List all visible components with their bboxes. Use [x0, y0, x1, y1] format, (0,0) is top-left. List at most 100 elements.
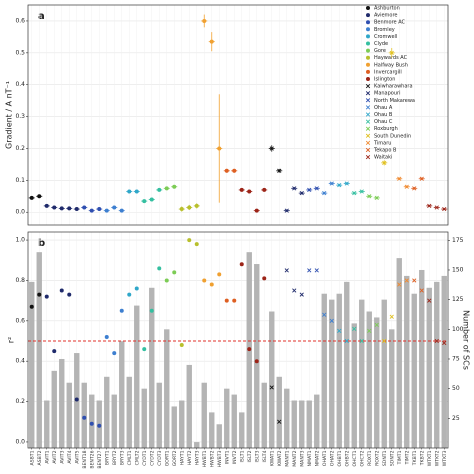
x-marker — [397, 176, 402, 181]
legend-label: South Dunedin — [374, 133, 411, 139]
x-tick-label: CYDT1 — [142, 450, 148, 465]
dot-marker — [134, 189, 139, 194]
dot-marker — [209, 39, 214, 44]
dot-marker — [232, 298, 237, 303]
x-tick-label: BRYT2 — [112, 450, 118, 465]
x-marker — [337, 328, 342, 334]
dot-marker — [44, 203, 49, 208]
legend-label: Manapouri — [374, 91, 400, 97]
dot-marker — [74, 397, 79, 402]
legend-label: Gore — [374, 48, 386, 54]
dot-marker — [112, 351, 117, 356]
legend-label: Halfway Bush — [374, 62, 408, 68]
x-marker — [419, 176, 424, 181]
dot-marker — [157, 266, 162, 271]
x-marker — [389, 314, 394, 319]
x-marker — [329, 318, 334, 323]
x-marker — [404, 278, 409, 283]
x-tick-label: SDNT2 — [389, 450, 395, 466]
dot-marker — [187, 238, 192, 243]
dot-marker — [194, 203, 199, 208]
bar — [149, 287, 155, 448]
x-marker — [367, 194, 372, 199]
x-marker — [299, 292, 304, 297]
y2-tick-label: 100 — [452, 326, 464, 333]
dot-marker — [134, 286, 139, 291]
x-tick-label: SDNT1 — [382, 450, 388, 466]
x-marker — [307, 268, 312, 273]
x-tick-label: OHBT2 — [344, 450, 350, 466]
y-tick-label: 0.3 — [15, 113, 25, 120]
dot-marker — [366, 48, 370, 53]
x-marker — [374, 322, 379, 327]
dot-marker — [217, 272, 222, 277]
dot-marker — [366, 62, 370, 67]
bar — [359, 299, 365, 448]
x-tick-label: BRYT1 — [104, 450, 110, 465]
bar — [186, 364, 192, 448]
x-marker — [284, 208, 289, 213]
x-marker — [292, 186, 297, 191]
legend-label: Ohau A — [374, 105, 393, 111]
x-tick-label: WTKT3 — [442, 450, 448, 466]
dot-marker — [127, 189, 132, 194]
bar — [381, 299, 387, 448]
y2-tick-label: 150 — [452, 266, 464, 273]
dot-marker — [366, 55, 370, 60]
y-tick-label: 0.8 — [15, 277, 25, 284]
dot-marker — [366, 34, 370, 39]
dot-marker — [149, 308, 154, 313]
dot-marker — [67, 206, 72, 211]
dot-marker — [104, 334, 109, 339]
x-marker — [365, 91, 371, 96]
legend-label: Ohau B — [374, 112, 393, 118]
x-tick-label: OHBT1 — [337, 450, 343, 466]
x-tick-label: OHCT1 — [352, 450, 358, 466]
y2-axis-label: Number of SCs — [462, 310, 471, 370]
bar — [44, 400, 50, 448]
bar — [231, 394, 237, 448]
y-tick-label: 0.2 — [15, 145, 25, 152]
bar — [336, 293, 342, 448]
x-tick-label: INVT1 — [224, 450, 230, 464]
x-tick-label: BENT26 — [89, 450, 95, 468]
dot-marker — [142, 199, 147, 204]
bar — [36, 252, 42, 448]
dot-marker — [179, 207, 184, 212]
x-tick-label: GORT1 — [164, 450, 170, 466]
dot-marker — [142, 347, 147, 352]
legend-label: Waitaki — [374, 155, 392, 161]
x-marker — [269, 146, 274, 151]
x-tick-label: TKBT1 — [412, 450, 418, 466]
x-tick-label: ROXT2 — [374, 450, 380, 465]
bar — [434, 281, 440, 448]
legend-label: Ashburton — [374, 6, 400, 12]
x-marker — [344, 181, 349, 186]
dot-marker — [194, 242, 199, 247]
x-marker — [359, 189, 364, 194]
dot-marker — [112, 205, 117, 210]
y-tick-label: 0.1 — [15, 177, 25, 184]
bar — [111, 394, 117, 448]
y-tick-label: 0.2 — [15, 398, 25, 405]
x-marker — [404, 184, 409, 189]
dot-marker — [97, 423, 102, 428]
x-marker — [419, 288, 424, 293]
x-tick-label: KWAT1 — [269, 450, 275, 466]
x-marker — [365, 83, 371, 89]
x-marker — [365, 126, 371, 131]
y-tick-label: 0.0 — [15, 209, 25, 216]
x-tick-label: WTKT2 — [434, 450, 440, 466]
legend-label: Roxburgh — [374, 126, 398, 132]
dot-marker — [179, 343, 184, 348]
dot-marker — [29, 304, 34, 309]
y-tick-label: 0.0 — [15, 438, 25, 445]
bar — [314, 394, 320, 448]
x-tick-label: CYDT2 — [149, 450, 155, 465]
x-marker — [412, 186, 417, 191]
legend-label: Clyde — [374, 41, 388, 47]
x-tick-label: HAYT3 — [194, 450, 200, 465]
bar — [179, 400, 185, 448]
bar — [224, 388, 230, 448]
bar — [441, 275, 447, 448]
